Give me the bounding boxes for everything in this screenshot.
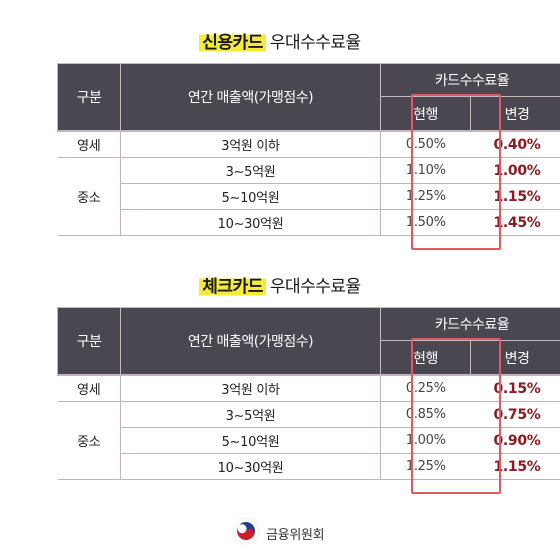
row-range: 5∼10억원 [120, 183, 381, 210]
credit-card-fee-table: 구분 연간 매출액(가맹점수) 카드수수료율 현행 변경 영세 3억원 이하 0… [57, 63, 560, 236]
table-row: 10∼30억원 1.25% 1.15% [58, 453, 560, 480]
org-logo: 금융위원회 [232, 517, 325, 549]
row-range: 3∼5억원 [120, 401, 381, 428]
table-row: 5∼10억원 1.25% 1.15% [58, 183, 560, 210]
credit-card-title-rest: 우대수수료율 [269, 33, 361, 53]
check-card-title: 체크카드 우대수수료율 [0, 272, 560, 297]
header-changed: 변경 [470, 340, 560, 376]
table-row: 영세 3억원 이하 0.50% 0.40% [57, 130, 560, 158]
row-category: 영세 [57, 374, 121, 402]
row-range: 3∼5억원 [120, 157, 381, 184]
row-current-rate: 1.10% [380, 157, 471, 184]
row-current-rate: 0.25% [380, 374, 471, 402]
credit-card-title: 신용카드 우대수수료율 [0, 28, 560, 53]
row-current-rate: 1.00% [380, 427, 471, 454]
row-current-rate: 1.50% [380, 209, 471, 236]
row-changed-rate: 1.45% [470, 209, 560, 236]
row-changed-rate: 1.15% [470, 453, 560, 480]
header-current: 현행 [380, 96, 471, 132]
row-range: 10∼30억원 [120, 453, 381, 480]
row-current-rate: 1.25% [380, 183, 471, 210]
header-fee: 카드수수료율 [380, 63, 560, 97]
row-changed-rate: 0.15% [470, 374, 560, 402]
check-card-fee-table: 구분 연간 매출액(가맹점수) 카드수수료율 현행 변경 영세 3억원 이하 0… [57, 307, 560, 480]
header-category: 구분 [57, 307, 121, 376]
check-card-title-rest: 우대수수료율 [269, 277, 361, 297]
row-changed-rate: 1.15% [470, 183, 560, 210]
row-range: 5∼10억원 [120, 427, 381, 454]
row-current-rate: 1.25% [380, 453, 471, 480]
check-card-title-highlight: 체크카드 [199, 277, 266, 297]
table-row: 중소 3∼5억원 0.85% 0.75% [57, 401, 560, 480]
table-row: 10∼30억원 1.50% 1.45% [58, 209, 560, 236]
header-changed: 변경 [470, 96, 560, 132]
row-changed-rate: 0.75% [470, 401, 560, 428]
row-changed-rate: 0.90% [470, 427, 560, 454]
header-sales: 연간 매출액(가맹점수) [120, 63, 381, 132]
row-range: 10∼30억원 [120, 209, 381, 236]
header-current: 현행 [380, 340, 471, 376]
row-current-rate: 0.85% [380, 401, 471, 428]
header-sales: 연간 매출액(가맹점수) [120, 307, 381, 376]
taegeuk-emblem-icon [232, 517, 260, 549]
table-row: 중소 3∼5억원 1.10% 1.00% [57, 157, 560, 236]
row-category: 중소 [57, 157, 121, 236]
row-range: 3억원 이하 [120, 374, 381, 402]
credit-card-title-highlight: 신용카드 [199, 33, 266, 53]
header-fee: 카드수수료율 [380, 307, 560, 341]
row-changed-rate: 1.00% [470, 157, 560, 184]
row-category: 중소 [57, 401, 121, 480]
org-name: 금융위원회 [266, 527, 325, 543]
table-row: 영세 3억원 이하 0.25% 0.15% [57, 374, 560, 402]
row-category: 영세 [57, 130, 121, 158]
table-row: 5∼10억원 1.00% 0.90% [58, 427, 560, 454]
header-category: 구분 [57, 63, 121, 132]
row-current-rate: 0.50% [380, 130, 471, 158]
row-range: 3억원 이하 [120, 130, 381, 158]
row-changed-rate: 0.40% [470, 130, 560, 158]
